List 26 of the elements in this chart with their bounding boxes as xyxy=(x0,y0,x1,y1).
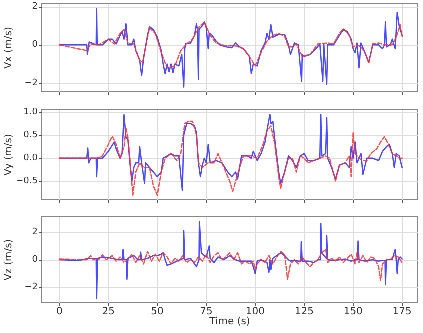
y-tick-label: 0 xyxy=(32,40,38,50)
y-axis-title: Vx (m/s) xyxy=(4,26,14,70)
y-tick-label: 0 xyxy=(32,255,38,265)
line-series xyxy=(58,221,403,300)
line-series xyxy=(58,248,403,282)
line-series xyxy=(58,8,403,88)
line-series xyxy=(58,22,403,69)
y-axis-title: Vy (m/s) xyxy=(4,134,14,176)
x-tick-label: 175 xyxy=(392,306,412,318)
y-tick-label: 0.5 xyxy=(24,130,38,140)
x-tick-label: 25 xyxy=(102,306,115,318)
y-tick-label: −2 xyxy=(24,282,38,293)
y-tick-label: 1.0 xyxy=(24,107,38,118)
x-axis-title: Time (s) xyxy=(208,316,250,328)
x-tick-label: 75 xyxy=(200,306,213,318)
y-tick-label: 0.0 xyxy=(24,153,38,164)
x-tick-label: 50 xyxy=(151,306,164,318)
x-tick-label: 100 xyxy=(246,306,266,318)
y-tick-label: 2 xyxy=(32,227,38,238)
x-tick-label: 0 xyxy=(56,306,63,318)
y-tick-label: 2 xyxy=(32,2,38,12)
x-tick-label: 125 xyxy=(294,306,314,318)
y-tick-label: −2 xyxy=(24,78,38,88)
y-tick-label: −0.5 xyxy=(16,176,38,187)
y-axis-title: Vz (m/s) xyxy=(4,239,14,281)
x-tick-label: 150 xyxy=(344,306,363,318)
